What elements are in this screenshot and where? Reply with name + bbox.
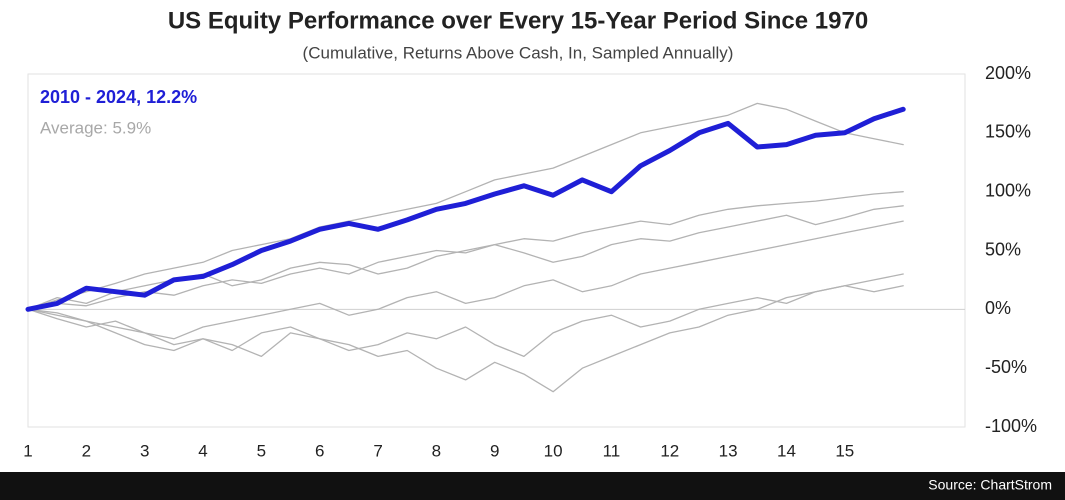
series-line: [27, 102, 904, 310]
x-tick-label: 1: [23, 441, 32, 460]
chart-subtitle: (Cumulative, Returns Above Cash, In, Sam…: [303, 43, 734, 62]
x-tick-label: 12: [660, 441, 679, 460]
x-tick-label: 9: [490, 441, 499, 460]
average-annotation: Average: 5.9%: [40, 118, 151, 137]
series-annotation: 2010 - 2024, 12.2%: [40, 87, 197, 107]
x-tick-label: 2: [82, 441, 91, 460]
x-tick-label: 13: [719, 441, 738, 460]
x-tick-label: 15: [835, 441, 854, 460]
x-tick-label: 10: [544, 441, 563, 460]
x-tick-label: 14: [777, 441, 796, 460]
x-tick-label: 3: [140, 441, 149, 460]
y-tick-label: 100%: [985, 180, 1031, 200]
y-tick-label: 50%: [985, 239, 1021, 259]
x-tick-label: 8: [432, 441, 441, 460]
y-tick-label: -100%: [985, 416, 1037, 436]
x-tick-label: 6: [315, 441, 324, 460]
series-line: [27, 273, 904, 393]
series-line: [27, 220, 904, 340]
chart-title: US Equity Performance over Every 15-Year…: [168, 7, 868, 34]
x-tick-label: 4: [198, 441, 207, 460]
x-tick-label: 7: [373, 441, 382, 460]
footer-bar: [0, 472, 1065, 500]
highlight-line: [25, 106, 906, 312]
y-tick-label: 200%: [985, 63, 1031, 83]
y-tick-label: -50%: [985, 357, 1027, 377]
x-tick-label: 5: [257, 441, 266, 460]
plot-frame: [27, 73, 966, 428]
x-tick-label: 11: [603, 441, 621, 460]
series-line: [27, 191, 904, 310]
y-tick-label: 0%: [985, 298, 1011, 318]
y-tick-label: 150%: [985, 122, 1031, 142]
series-line: [27, 285, 904, 358]
source: Source: ChartStrom: [928, 477, 1052, 493]
